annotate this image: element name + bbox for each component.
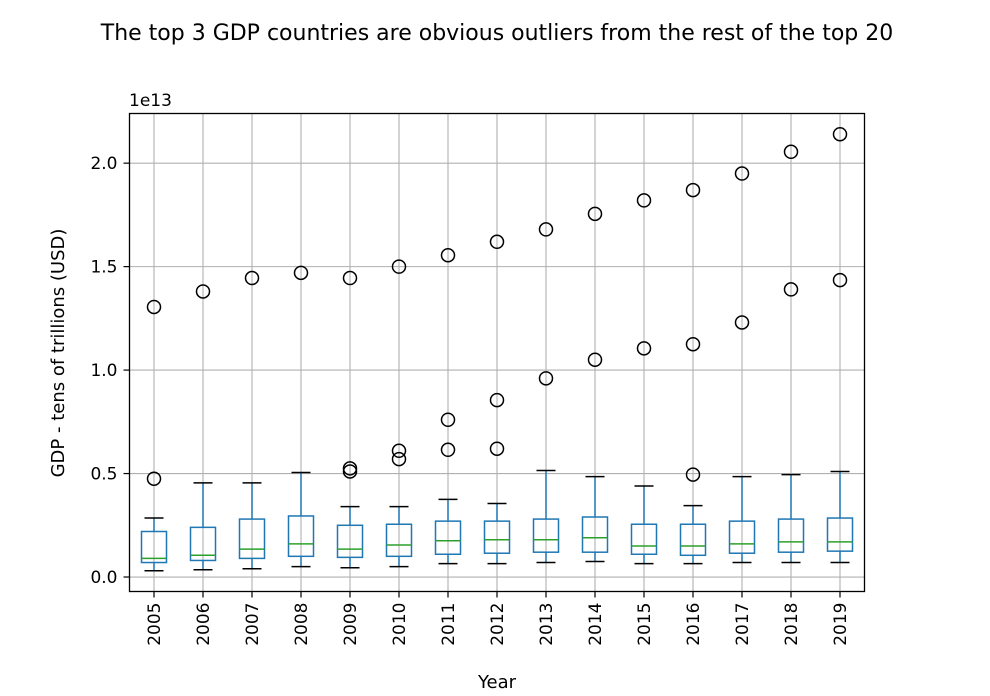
x-tick-label: 2016 bbox=[684, 603, 704, 646]
box-2012 bbox=[483, 234, 511, 565]
x-axis-label: Year bbox=[477, 672, 517, 693]
outlier-point bbox=[489, 441, 505, 456]
x-tick-label: 2018 bbox=[782, 603, 802, 646]
box-2014 bbox=[581, 206, 609, 563]
y-tick-label: 1.5 bbox=[90, 258, 117, 278]
x-tick-label: 2017 bbox=[733, 603, 753, 646]
box-2018 bbox=[777, 144, 805, 564]
y-tick-label: 1.0 bbox=[90, 361, 117, 381]
outlier-point bbox=[587, 206, 603, 222]
outlier-point bbox=[342, 461, 358, 476]
box-2016 bbox=[679, 182, 707, 565]
outlier-point bbox=[832, 272, 848, 288]
box-2011 bbox=[434, 247, 462, 565]
chart-title: The top 3 GDP countries are obvious outl… bbox=[100, 21, 893, 46]
box-2006 bbox=[189, 284, 217, 571]
y-axis: 0.0 0.5 1.0 1.5 2.0 bbox=[90, 154, 130, 588]
box-iqr bbox=[434, 520, 462, 556]
x-tick-label: 2005 bbox=[145, 603, 165, 646]
box-2005 bbox=[140, 299, 168, 572]
box-2009 bbox=[336, 270, 364, 569]
x-tick-label: 2011 bbox=[439, 603, 459, 646]
x-tick-label: 2015 bbox=[635, 603, 655, 646]
x-tick-label: 2006 bbox=[194, 603, 214, 646]
box-iqr bbox=[826, 517, 854, 552]
x-tick-label: 2010 bbox=[390, 603, 410, 646]
box-series bbox=[140, 126, 854, 572]
outlier-point bbox=[440, 412, 456, 428]
outlier-point bbox=[783, 144, 799, 160]
x-axis: 2005 2006 2007 2008 2009 2010 2011 2012 2013 2014… bbox=[145, 591, 851, 646]
outlier-point bbox=[440, 247, 456, 263]
outlier-point bbox=[538, 371, 554, 386]
box-2019 bbox=[826, 126, 854, 564]
box-iqr bbox=[483, 520, 511, 554]
outlier-point bbox=[636, 193, 652, 208]
x-tick-label: 2013 bbox=[537, 603, 557, 646]
box-iqr bbox=[630, 523, 658, 556]
outlier-point bbox=[734, 166, 750, 181]
box-2010 bbox=[385, 259, 413, 568]
outlier-point bbox=[391, 443, 407, 459]
box-iqr bbox=[679, 523, 707, 557]
box-2017 bbox=[728, 166, 756, 564]
outlier-point bbox=[489, 392, 505, 408]
x-tick-label: 2012 bbox=[488, 603, 508, 646]
box-2013 bbox=[532, 222, 560, 564]
outlier-point bbox=[587, 352, 603, 367]
y-tick-label: 2.0 bbox=[90, 154, 117, 174]
box-iqr bbox=[532, 518, 560, 553]
box-iqr bbox=[287, 515, 315, 558]
outlier-point bbox=[293, 265, 309, 281]
box-iqr bbox=[140, 530, 168, 564]
outlier-point bbox=[391, 259, 407, 274]
outlier-point bbox=[146, 471, 162, 486]
box-iqr bbox=[581, 516, 609, 553]
y-tick-label: 0.0 bbox=[90, 568, 117, 588]
outlier-point bbox=[391, 451, 407, 467]
outlier-point bbox=[195, 284, 211, 299]
outlier-point bbox=[783, 282, 799, 297]
x-tick-label: 2014 bbox=[586, 603, 606, 646]
y-axis-offset-label: 1e13 bbox=[129, 91, 172, 111]
outlier-point bbox=[440, 442, 456, 458]
outlier-point bbox=[685, 336, 701, 352]
outlier-point bbox=[832, 126, 848, 142]
outlier-point bbox=[685, 182, 701, 198]
x-tick-label: 2008 bbox=[292, 603, 312, 646]
y-axis-label: GDP - tens of trillions (USD) bbox=[48, 229, 69, 478]
outlier-point bbox=[489, 234, 505, 250]
box-iqr bbox=[238, 518, 266, 560]
x-tick-label: 2009 bbox=[341, 603, 361, 646]
outlier-point bbox=[244, 270, 260, 286]
box-2015 bbox=[630, 193, 658, 565]
box-iqr bbox=[728, 520, 756, 554]
box-iqr bbox=[385, 523, 413, 558]
box-iqr bbox=[777, 518, 805, 553]
x-tick-label: 2019 bbox=[831, 603, 851, 646]
outlier-point bbox=[685, 467, 701, 482]
outlier-point bbox=[538, 222, 554, 237]
box-iqr bbox=[189, 526, 217, 562]
outlier-point bbox=[342, 270, 358, 286]
outlier-point bbox=[146, 299, 162, 315]
outlier-point bbox=[636, 341, 652, 356]
x-tick-label: 2007 bbox=[243, 603, 263, 646]
box-2007 bbox=[238, 270, 266, 570]
outlier-point bbox=[734, 315, 750, 330]
box-iqr bbox=[336, 524, 364, 559]
y-tick-label: 0.5 bbox=[90, 465, 117, 485]
box-2008 bbox=[287, 265, 315, 568]
